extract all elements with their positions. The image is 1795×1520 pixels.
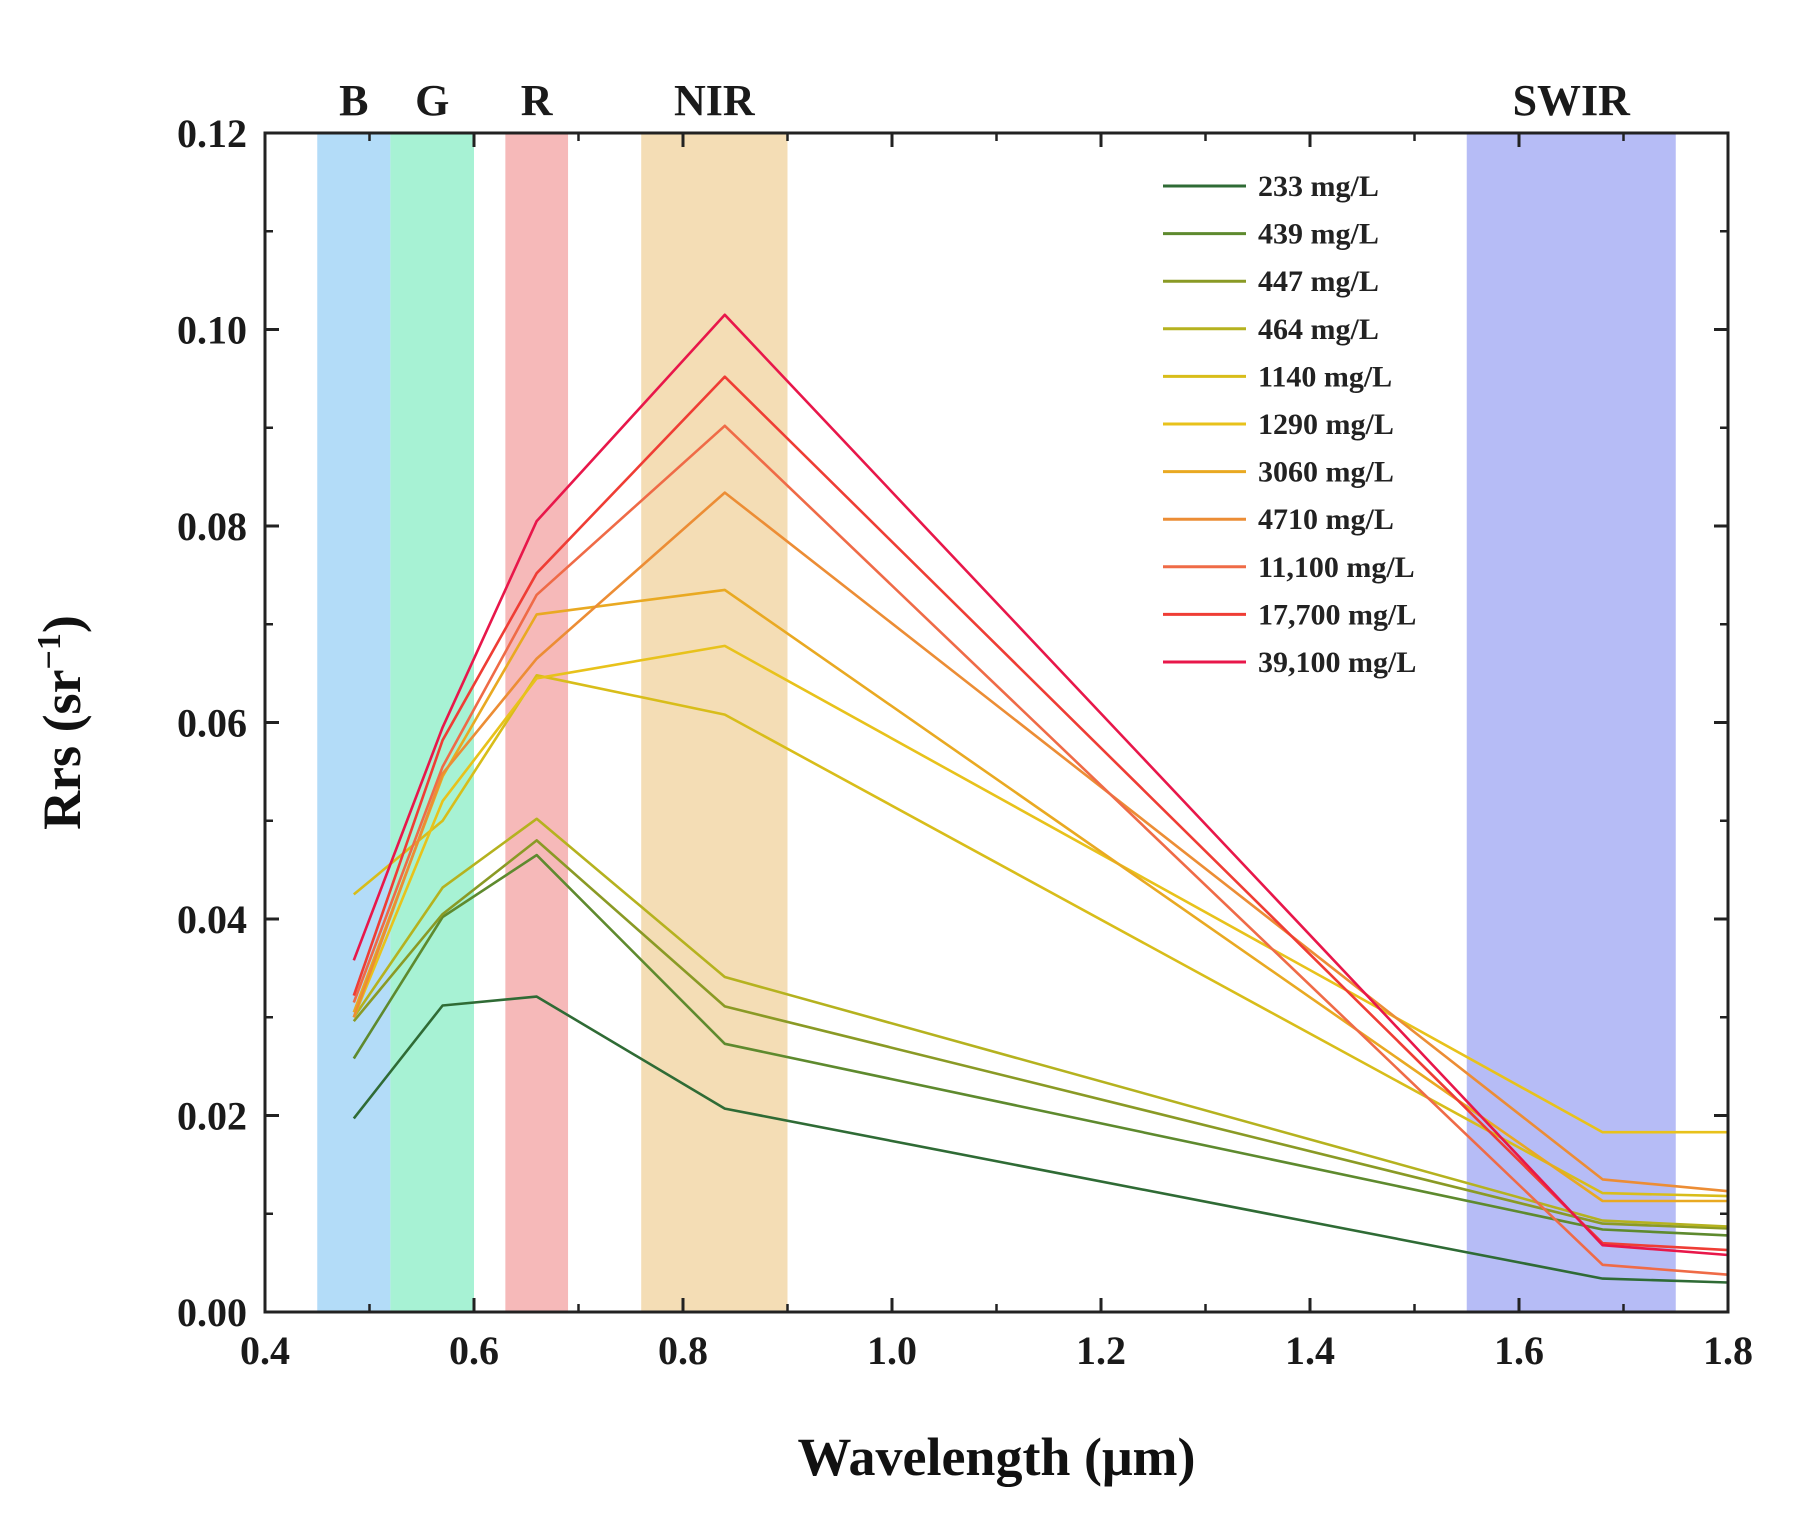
x-axis-title: Wavelength (μm) bbox=[797, 1427, 1195, 1487]
y-axis-title-superscript: −1 bbox=[31, 633, 68, 669]
legend-label: 1290 mg/L bbox=[1258, 408, 1394, 441]
legend-label: 447 mg/L bbox=[1258, 265, 1379, 298]
band-label-b: B bbox=[339, 76, 368, 125]
legend: 233 mg/L 439 mg/L 447 mg/L 464 mg/L 1140 mg/… bbox=[1163, 170, 1416, 679]
y-tick-label: 0.00 bbox=[177, 1290, 247, 1335]
band-labels: B G R NIR SWIR bbox=[339, 76, 1631, 125]
x-tick-label: 1.8 bbox=[1703, 1328, 1753, 1373]
x-tick-label: 0.8 bbox=[658, 1328, 708, 1373]
legend-label: 1140 mg/L bbox=[1258, 360, 1392, 393]
y-tick-label: 0.10 bbox=[177, 308, 247, 353]
legend-label: 17,700 mg/L bbox=[1258, 598, 1416, 631]
band-b bbox=[317, 133, 391, 1312]
series-line-8 bbox=[352, 424, 1729, 1276]
y-tick-label: 0.12 bbox=[177, 111, 247, 156]
band-r bbox=[505, 133, 569, 1312]
band-g bbox=[390, 133, 474, 1312]
x-tick-label: 1.6 bbox=[1494, 1328, 1544, 1373]
series-lines bbox=[352, 313, 1729, 1284]
y-axis-title: Rrs (sr−1) bbox=[31, 615, 92, 830]
band-label-swir: SWIR bbox=[1513, 76, 1632, 125]
x-tick-label: 0.4 bbox=[240, 1328, 290, 1373]
series-line-9 bbox=[352, 375, 1729, 1252]
band-label-r: R bbox=[521, 76, 554, 125]
series-line-10 bbox=[352, 313, 1729, 1257]
series-line-7 bbox=[352, 491, 1729, 1193]
x-tick-label: 1.2 bbox=[1076, 1328, 1126, 1373]
series-line-0 bbox=[352, 995, 1729, 1284]
x-tick-label: 1.4 bbox=[1285, 1328, 1335, 1373]
band-label-nir: NIR bbox=[674, 76, 756, 125]
legend-label: 11,100 mg/L bbox=[1258, 551, 1415, 584]
series-line-1 bbox=[352, 853, 1729, 1237]
y-tick-label: 0.02 bbox=[177, 1094, 247, 1139]
band-nir bbox=[641, 133, 788, 1312]
series-line-2 bbox=[352, 839, 1729, 1230]
legend-label: 3060 mg/L bbox=[1258, 456, 1394, 489]
y-tick-label: 0.04 bbox=[177, 897, 247, 942]
band-label-g: G bbox=[415, 76, 449, 125]
x-tick-label: 0.6 bbox=[449, 1328, 499, 1373]
wavelength-bands bbox=[317, 133, 1676, 1312]
legend-label: 39,100 mg/L bbox=[1258, 646, 1416, 679]
legend-label: 439 mg/L bbox=[1258, 218, 1379, 251]
y-tick-label: 0.08 bbox=[177, 504, 247, 549]
y-axis-title-close: ) bbox=[32, 615, 92, 633]
series-line-4 bbox=[352, 673, 1729, 1198]
series-line-3 bbox=[352, 817, 1729, 1228]
legend-label: 233 mg/L bbox=[1258, 170, 1379, 203]
legend-label: 4710 mg/L bbox=[1258, 503, 1394, 536]
series-line-5 bbox=[352, 644, 1728, 1134]
x-tick-label: 1.0 bbox=[867, 1328, 917, 1373]
y-tick-label: 0.06 bbox=[177, 701, 247, 746]
axis-ticks: 0.4 0.6 0.8 1.0 1.2 1.4 1.6 1.8 0.00 0.02 0.04 0.06… bbox=[177, 111, 1753, 1373]
legend-label: 464 mg/L bbox=[1258, 313, 1379, 346]
y-axis-title-main: Rrs (sr bbox=[32, 669, 92, 829]
